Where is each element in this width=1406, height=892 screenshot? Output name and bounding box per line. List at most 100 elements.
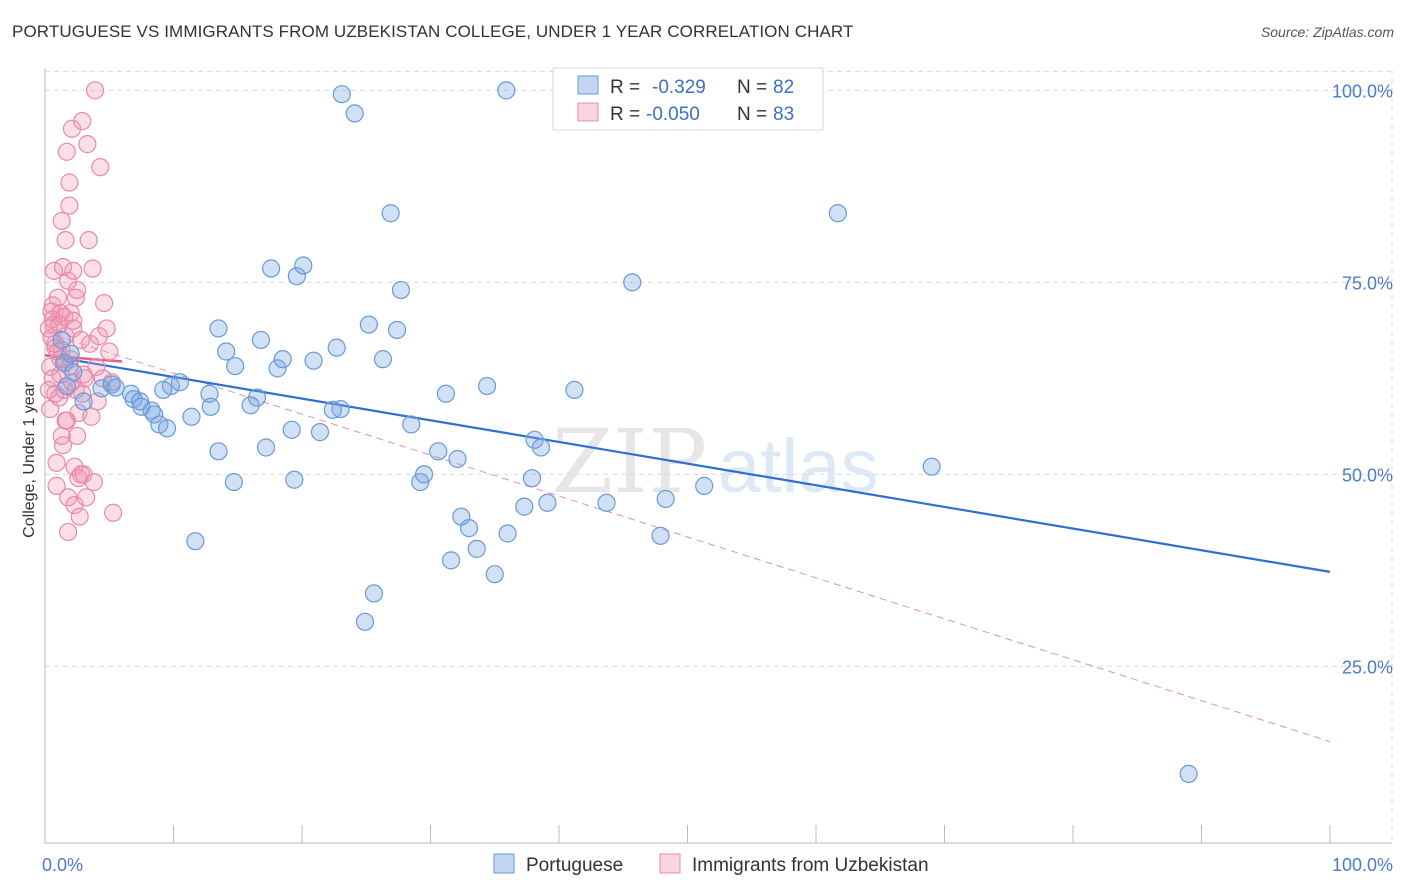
legend-n-label-1: N =: [737, 77, 767, 98]
series-legend-swatch-portuguese: [493, 853, 515, 874]
portuguese-point-55: [436, 384, 456, 403]
portuguese-point-70: [597, 493, 616, 512]
uzbekistan-point-42: [70, 507, 89, 526]
x-tick-label-1: 100.0%: [1332, 855, 1393, 875]
uzbekistan-point-57: [87, 357, 106, 376]
portuguese-point-18: [170, 373, 190, 392]
portuguese-point-43: [345, 104, 364, 123]
portuguese-point-75: [828, 204, 847, 223]
portuguese-point-48: [381, 204, 400, 223]
portuguese-point-64: [515, 497, 534, 516]
y-tick-label-2: 75.0%: [1342, 273, 1393, 293]
portuguese-point-54: [429, 442, 448, 461]
uzbekistan-point-26: [59, 522, 78, 542]
portuguese-point-8: [106, 378, 125, 397]
portuguese-point-35: [285, 470, 304, 489]
portuguese-point-36: [287, 267, 306, 286]
portuguese-point-22: [201, 397, 220, 416]
portuguese-point-34: [282, 420, 301, 439]
uzbekistan-point-62: [95, 293, 114, 313]
uzbekistan-point-59: [89, 327, 109, 346]
uzbekistan-point-51: [79, 231, 98, 250]
correlation-legend: R = -0.329 N = 82 R = -0.050 N = 83: [552, 67, 824, 131]
uzbekistan-point-17: [53, 436, 73, 455]
watermark-atlas: atlas: [718, 424, 879, 509]
portuguese-point-29: [251, 330, 270, 350]
portuguese-point-79: [209, 319, 228, 338]
portuguese-point-0: [52, 330, 71, 350]
uzbekistan-point-82: [64, 311, 83, 330]
portuguese-point-60: [467, 539, 486, 558]
portuguese-point-49: [387, 320, 407, 340]
uzbekistan-point-27: [60, 173, 79, 192]
portuguese-point-59: [459, 519, 479, 538]
uzbekistan-point-60: [91, 158, 110, 177]
watermark-zip: ZIP: [552, 410, 707, 513]
portuguese-point-44: [355, 612, 375, 631]
uzbekistan-point-81: [56, 411, 75, 430]
series-legend-swatch-uzbekistan: [659, 853, 681, 874]
portuguese-point-51: [402, 415, 421, 434]
portuguese-point-19: [182, 407, 201, 426]
portuguese-point-74: [695, 476, 714, 495]
uzbekistan-point-44: [73, 111, 92, 131]
uzbekistan-point-49: [77, 488, 96, 507]
portuguese-point-32: [268, 359, 287, 378]
uzbekistan-point-47: [74, 465, 93, 484]
portuguese-point-68: [538, 493, 557, 512]
portuguese-point-77: [1179, 764, 1198, 783]
portuguese-point-50: [391, 280, 411, 300]
portuguese-point-45: [359, 315, 378, 334]
uzbekistan-point-72: [55, 307, 74, 327]
y-axis-label: College, Under 1 year: [21, 382, 38, 538]
legend-n-value-1: 82: [773, 77, 794, 98]
chart-title: PORTUGUESE VS IMMIGRANTS FROM UZBEKISTAN…: [12, 22, 854, 41]
portuguese-point-53: [414, 465, 434, 484]
portuguese-point-57: [448, 449, 467, 469]
legend-r-label-2: R =: [610, 104, 640, 125]
uzbekistan-point-37: [66, 288, 85, 307]
uzbekistan-point-80: [39, 319, 58, 338]
uzbekistan-point-50: [78, 135, 97, 154]
portuguese-point-38: [304, 351, 323, 370]
uzbekistan-point-53: [82, 407, 101, 426]
uzbekistan-point-14: [52, 211, 71, 231]
portuguese-point-28: [247, 388, 267, 407]
grid-lines: [45, 70, 1393, 843]
portuguese-point-42: [332, 85, 351, 104]
uzbekistan-point-32: [62, 119, 82, 138]
portuguese-point-39: [310, 423, 330, 442]
series-portuguese-points: [52, 81, 1198, 783]
uzbekistan-point-1: [41, 357, 60, 376]
portuguese-point-31: [262, 259, 281, 278]
uzbekistan-point-64: [100, 342, 119, 361]
portuguese-point-37: [294, 256, 313, 275]
series-legend: Portuguese Immigrants from Uzbekistan: [493, 853, 929, 876]
trend-line-uzbekistan-dashed: [44, 331, 1331, 743]
uzbekistan-point-66: [104, 503, 123, 522]
legend-n-label-2: N =: [737, 104, 767, 125]
y-tick-label-0: 25.0%: [1342, 657, 1393, 677]
axis-ticks: 25.0% 50.0% 75.0% 100.0% 0.0% 100.0%: [42, 81, 1393, 875]
portuguese-point-16: [157, 419, 177, 438]
portuguese-point-4: [64, 363, 83, 382]
legend-r-value-2: -0.050: [646, 104, 700, 125]
portuguese-point-69: [565, 380, 584, 399]
portuguese-point-30: [256, 438, 276, 457]
portuguese-point-47: [373, 350, 393, 369]
uzbekistan-point-8: [47, 453, 66, 472]
uzbekistan-point-56: [86, 81, 105, 100]
source-credit: Source: ZipAtlas.com: [1260, 24, 1394, 40]
uzbekistan-point-63: [97, 319, 116, 338]
portuguese-point-67: [531, 438, 551, 457]
portuguese-point-56: [441, 551, 461, 570]
portuguese-point-20: [186, 532, 205, 551]
uzbekistan-point-38: [68, 280, 87, 300]
uzbekistan-point-16: [53, 257, 73, 277]
uzbekistan-point-79: [71, 330, 91, 350]
portuguese-point-6: [92, 379, 111, 398]
trend-lines: [44, 331, 1331, 743]
portuguese-point-62: [485, 565, 504, 584]
uzbekistan-point-55: [84, 472, 103, 492]
